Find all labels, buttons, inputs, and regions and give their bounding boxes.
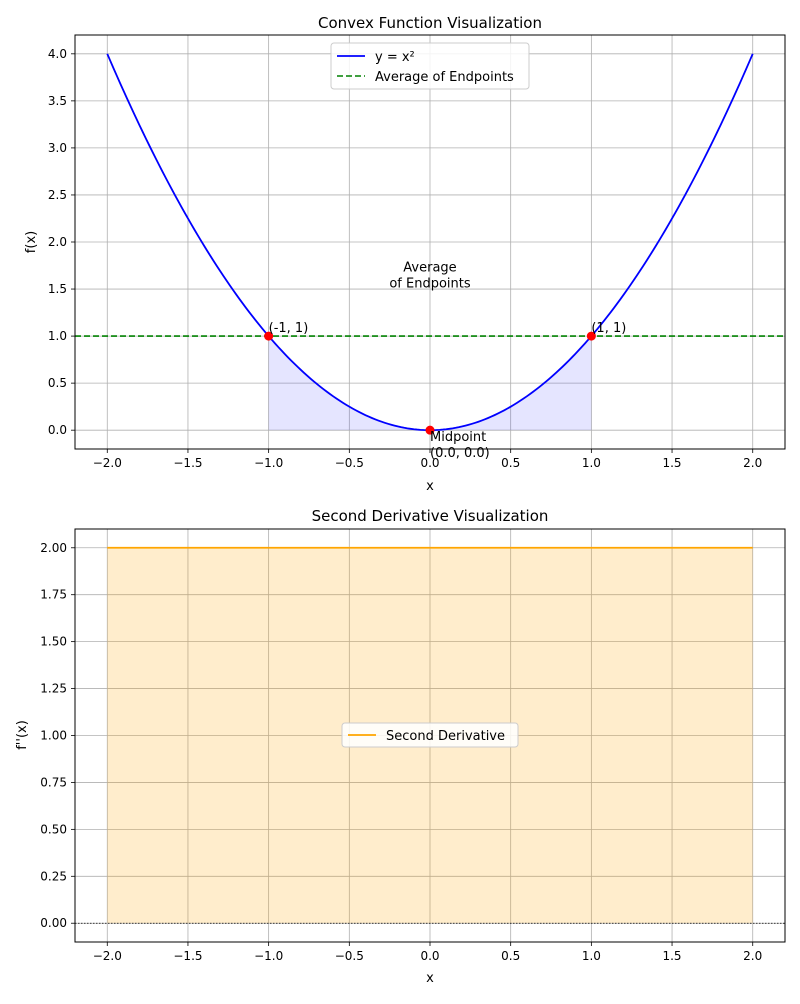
legend-box bbox=[330, 42, 530, 90]
data-point bbox=[425, 425, 435, 435]
text-annotation: Average bbox=[403, 261, 456, 276]
second-derivative-chart: Second Derivative Visualization −2.0 −1.5… bbox=[15, 507, 786, 986]
ticks: −2.0 −1.5 −1.0 −0.5 0.0 0.5 1.0 1.5 2.0 0.00 0.25 0… bbox=[40, 541, 762, 963]
x-tick-label: −0.5 bbox=[335, 949, 364, 963]
data-point bbox=[586, 331, 596, 341]
y-tick-label: 0.25 bbox=[40, 869, 67, 883]
point-label: Midpoint bbox=[430, 430, 486, 445]
series-group bbox=[75, 546, 785, 924]
legend-entry: y = x² bbox=[375, 50, 415, 65]
x-tick-label: 1.5 bbox=[662, 456, 681, 470]
y-tick-label: 0.5 bbox=[48, 376, 67, 390]
y-tick-label: 0.75 bbox=[40, 775, 67, 789]
point-label: (1, 1) bbox=[591, 321, 626, 336]
x-tick-label: −2.0 bbox=[93, 949, 122, 963]
y-tick-label: 4.0 bbox=[48, 47, 67, 61]
points-group bbox=[264, 331, 596, 435]
y-tick-label: 1.25 bbox=[40, 682, 67, 696]
y-tick-label: 3.5 bbox=[48, 94, 67, 108]
ticks: −2.0 −1.5 −1.0 −0.5 0.0 0.5 1.0 1.5 2.0 0.0 0.5 1.0… bbox=[48, 47, 762, 470]
y-tick-label: 1.00 bbox=[40, 729, 67, 743]
point-label: (-1, 1) bbox=[269, 321, 309, 336]
annotations-group: (-1, 1) (1, 1) Midpoint(0.0, 0.0) Averageof… bbox=[269, 261, 627, 462]
legend-entry: Second Derivative bbox=[386, 729, 505, 744]
x-tick-label: 0.0 bbox=[420, 456, 439, 470]
legend-box bbox=[341, 722, 519, 748]
y-tick-label: 0.0 bbox=[48, 423, 67, 437]
x-tick-label: 1.0 bbox=[582, 949, 601, 963]
chart-title: Convex Function Visualization bbox=[318, 14, 542, 32]
x-tick-label: −0.5 bbox=[335, 456, 364, 470]
x-tick-label: −2.0 bbox=[93, 456, 122, 470]
x-tick-label: −1.5 bbox=[173, 456, 202, 470]
y-axis-label: f''(x) bbox=[15, 720, 30, 750]
y-tick-label: 3.0 bbox=[48, 141, 67, 155]
y-tick-label: 1.5 bbox=[48, 282, 67, 296]
y-tick-label: 1.75 bbox=[40, 588, 67, 602]
chart-title: Second Derivative Visualization bbox=[312, 507, 549, 525]
text-annotation: of Endpoints bbox=[389, 277, 471, 292]
y-tick-label: 1.0 bbox=[48, 329, 67, 343]
x-tick-label: 1.0 bbox=[582, 456, 601, 470]
legend: y = x² Average of Endpoints bbox=[330, 42, 530, 90]
x-tick-label: 2.0 bbox=[743, 949, 762, 963]
x-tick-label: −1.0 bbox=[254, 456, 283, 470]
x-tick-label: −1.5 bbox=[173, 949, 202, 963]
y-tick-label: 2.5 bbox=[48, 188, 67, 202]
y-tick-label: 0.00 bbox=[40, 916, 67, 930]
point-label: (0.0, 0.0) bbox=[430, 446, 490, 461]
x-tick-label: 1.5 bbox=[662, 949, 681, 963]
y-tick-label: 2.00 bbox=[40, 541, 67, 555]
y-tick-label: 2.0 bbox=[48, 235, 67, 249]
legend: Second Derivative bbox=[341, 722, 519, 748]
x-tick-label: 0.5 bbox=[501, 456, 520, 470]
x-tick-label: 2.0 bbox=[743, 456, 762, 470]
x-axis-label: x bbox=[426, 971, 434, 986]
legend-entry: Average of Endpoints bbox=[375, 70, 514, 85]
x-tick-label: 0.0 bbox=[420, 949, 439, 963]
y-tick-label: 0.50 bbox=[40, 822, 67, 836]
y-tick-label: 1.50 bbox=[40, 635, 67, 649]
x-tick-label: −1.0 bbox=[254, 949, 283, 963]
y-axis-label: f(x) bbox=[24, 231, 39, 253]
data-point bbox=[264, 331, 274, 341]
grid bbox=[75, 35, 785, 449]
x-tick-label: 0.5 bbox=[501, 949, 520, 963]
x-axis-label: x bbox=[426, 479, 434, 494]
convex-function-chart: Convex Function Visualization (-1, 1) (1,… bbox=[24, 14, 786, 494]
